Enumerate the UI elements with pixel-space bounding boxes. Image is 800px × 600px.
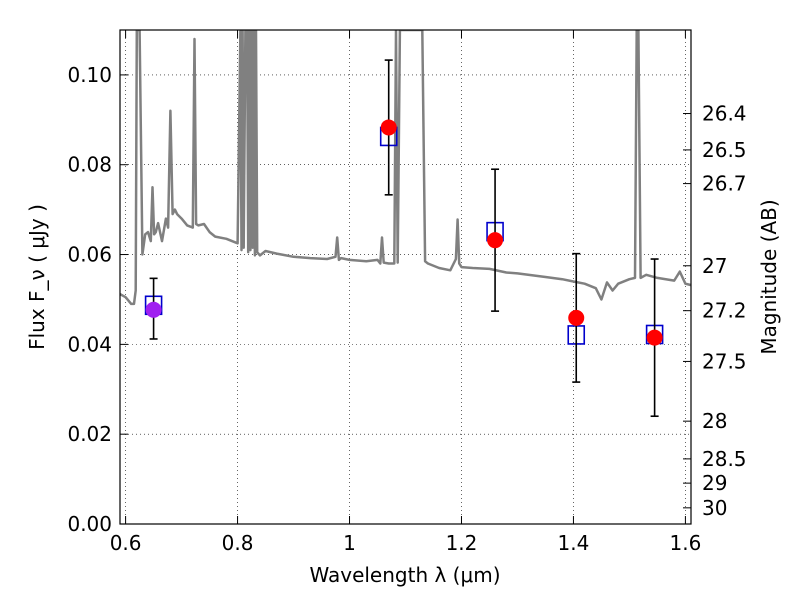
point-layer (144, 59, 664, 418)
y-tick-label: 0.08 (67, 153, 112, 177)
x-tick-label: 1.4 (558, 531, 590, 555)
observed-point (380, 119, 397, 136)
plot-frame (119, 29, 692, 525)
spectrum-line (120, 30, 691, 306)
right-tick-label: 27.5 (702, 349, 747, 373)
y-tick-label: 0.06 (67, 243, 112, 267)
y-tick-label: 0.02 (67, 422, 112, 446)
right-tick-label: 30 (702, 496, 727, 520)
right-tick-label: 26.5 (702, 138, 747, 162)
y-tick-label: 0.10 (67, 63, 112, 87)
x-tick-label: 0.6 (110, 531, 142, 555)
right-tick-label: 28 (702, 409, 727, 433)
x-tick-label: 1 (343, 531, 356, 555)
data-layer (120, 30, 691, 306)
x-tick-label: 1.6 (669, 531, 701, 555)
right-tick-label: 26.7 (702, 172, 747, 196)
right-tick-label: 28.5 (702, 447, 747, 471)
right-tick-label: 27.2 (702, 299, 747, 323)
observed-point (487, 232, 504, 249)
observed-point (646, 329, 663, 346)
ticks: 0.6 0.8 1 1.2 1.4 1.6 0.00 0.02 0.04 0.06 0.08 0.10… (67, 30, 747, 555)
observed-point (145, 301, 162, 318)
y-tick-label: 0.04 (67, 332, 112, 356)
right-tick-label: 29 (702, 471, 727, 495)
y-axis-label: Flux F_ν ( μJy ) (25, 204, 49, 350)
right-tick-label: 27 (702, 254, 727, 278)
y-tick-label: 0.00 (67, 512, 112, 536)
x-tick-label: 1.2 (446, 531, 478, 555)
x-tick-label: 0.8 (222, 531, 254, 555)
x-axis-label: Wavelength λ (μm) (309, 563, 500, 587)
right-tick-label: 26.4 (702, 102, 747, 126)
plot-background (120, 30, 691, 524)
right-axis-label: Magnitude (AB) (757, 199, 781, 354)
observed-point (568, 309, 585, 326)
